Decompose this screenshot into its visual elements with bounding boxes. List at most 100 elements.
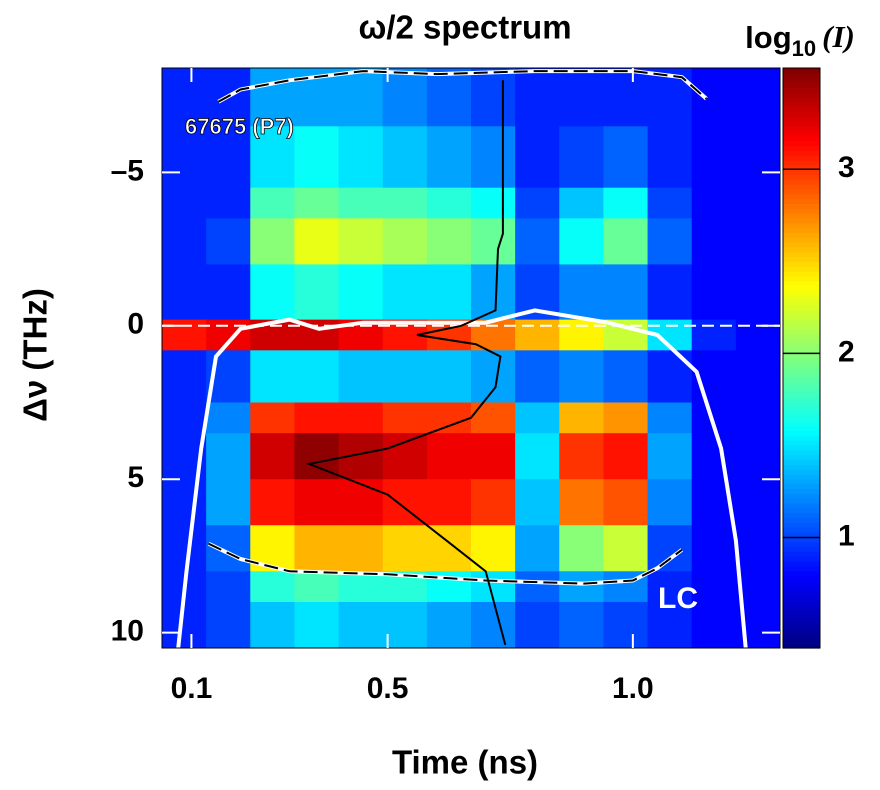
- colorbar-segment: [783, 126, 820, 132]
- heat-cell: [338, 350, 384, 403]
- heat-cell: [426, 479, 472, 526]
- heat-cell: [162, 525, 207, 572]
- heat-cell: [206, 187, 251, 219]
- colorbar-segment: [783, 445, 820, 451]
- heat-cell: [735, 571, 780, 603]
- heat-cell: [559, 264, 604, 321]
- colorbar-segment: [783, 174, 820, 180]
- heat-cell: [471, 402, 516, 434]
- heat-cell: [426, 68, 472, 127]
- heat-cell: [471, 479, 516, 526]
- colorbar-segment: [783, 536, 820, 543]
- heat-cell: [691, 187, 737, 219]
- overlay: [162, 69, 780, 648]
- heat-cell: [206, 218, 251, 265]
- heat-cell: [294, 402, 340, 434]
- heat-cell: [426, 601, 472, 648]
- heat-cell: [338, 479, 384, 526]
- heat-cell: [250, 479, 295, 526]
- colorbar-segment: [783, 314, 820, 320]
- colorbar-segment: [783, 643, 820, 649]
- colorbar-segment: [783, 633, 820, 639]
- plot-frame: [161, 67, 781, 649]
- colorbar-segment: [783, 512, 820, 519]
- colorbar-segment: [783, 333, 820, 340]
- heat-cell: [206, 126, 251, 189]
- colorbar-segment: [783, 217, 820, 224]
- heat-cell: [603, 479, 649, 526]
- colorbar-segment: [783, 116, 820, 122]
- heat-cell: [735, 264, 780, 321]
- colorbar-segment: [783, 237, 820, 243]
- colorbar-segment: [783, 527, 820, 533]
- colorbar-segment: [783, 522, 820, 528]
- colorbar-segment: [783, 459, 820, 465]
- colorbar-segment: [783, 145, 820, 151]
- heat-cell: [603, 350, 649, 403]
- colorbar-segment: [783, 406, 820, 412]
- y-tick-label: 5: [127, 461, 144, 494]
- colorbar-segment: [783, 290, 820, 296]
- colorbar-segment: [783, 184, 820, 190]
- colorbar-segment: [783, 169, 820, 175]
- colorbar-label: log10 (I): [745, 19, 855, 61]
- annotation: LC: [658, 582, 698, 615]
- colorbar-segment: [783, 623, 820, 630]
- heat-cell: [294, 571, 340, 603]
- colorbar-segment: [783, 464, 820, 470]
- colorbar-segment: [783, 164, 820, 171]
- heat-cell: [735, 479, 780, 526]
- colorbar-segment: [783, 193, 820, 200]
- heat-cell: [471, 350, 516, 403]
- heat-cell: [382, 601, 428, 648]
- heat-cell: [647, 187, 693, 219]
- heat-cell: [250, 187, 295, 219]
- heat-cell: [206, 402, 251, 434]
- heat-cell: [735, 68, 780, 127]
- heat-cell: [515, 601, 560, 648]
- colorbar-segment: [783, 111, 820, 117]
- colorbar-segment: [783, 203, 820, 209]
- colorbar-segment: [783, 135, 820, 142]
- colorbar-segment: [783, 198, 820, 204]
- heat-cell: [382, 187, 428, 219]
- heat-cell: [162, 319, 207, 351]
- colorbar-segment: [783, 604, 820, 610]
- colorbar-segment: [783, 159, 820, 166]
- heat-cell: [559, 433, 604, 480]
- colorbar-segment: [783, 638, 820, 644]
- colorbar-segment: [783, 416, 820, 422]
- heat-cell: [382, 479, 428, 526]
- heat-cell: [647, 264, 693, 321]
- heat-cell: [735, 126, 780, 189]
- colorbar-segment: [783, 338, 820, 345]
- y-tick-label: –5: [111, 154, 144, 187]
- colorbar-frame: [782, 67, 821, 649]
- colorbar-segment: [783, 358, 820, 364]
- colorbar-segment: [783, 628, 820, 635]
- colorbar-segment: [783, 449, 820, 456]
- heat-cell: [382, 350, 428, 403]
- colorbar-segment: [783, 594, 820, 601]
- colorbar-segment: [783, 266, 820, 272]
- colorbar-segment: [783, 77, 820, 84]
- colorbar-segment: [783, 155, 820, 161]
- colorbar-segment: [783, 532, 820, 538]
- heat-cell: [515, 350, 560, 403]
- x-axis-label: Time (ns): [392, 744, 538, 781]
- colorbar-segment: [783, 150, 820, 156]
- axes: 0.1 0.5 1.0 –5 0 5 10 1 2 3: [111, 67, 855, 705]
- colorbar-segment: [783, 411, 820, 417]
- colorbar-segment: [783, 454, 820, 461]
- colorbar-segment: [783, 401, 820, 407]
- heat-cell: [559, 525, 604, 572]
- heat-cell: [603, 218, 649, 265]
- colorbar-segment: [783, 430, 820, 436]
- y-tick-label: 0: [127, 308, 144, 341]
- colorbar-segment: [783, 483, 820, 490]
- heat-cell: [250, 126, 295, 189]
- colorbar-segment: [783, 353, 820, 359]
- colorbar-segment: [783, 372, 820, 378]
- heat-cell: [162, 402, 207, 434]
- colorbar-tick-label: 2: [838, 335, 855, 368]
